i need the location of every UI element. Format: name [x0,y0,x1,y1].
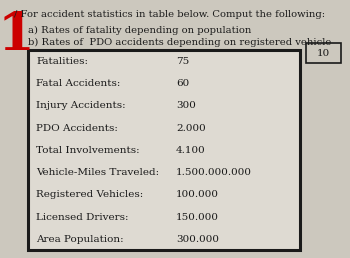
Text: b) Rates of  PDO accidents depending on registered vehicle: b) Rates of PDO accidents depending on r… [28,38,331,47]
Text: / For accident statistics in table below. Comput the following:: / For accident statistics in table below… [14,10,325,19]
Text: Fatal Accidents:: Fatal Accidents: [36,79,120,88]
Bar [306,43,341,63]
Text: Licensed Drivers:: Licensed Drivers: [36,213,128,222]
Text: 75: 75 [176,57,189,66]
Text: Vehicle-Miles Traveled:: Vehicle-Miles Traveled: [36,168,159,177]
Text: 300.000: 300.000 [176,235,219,244]
Text: 300: 300 [176,101,196,110]
Bar [28,50,300,250]
Text: 60: 60 [176,79,189,88]
Text: 10: 10 [317,49,330,58]
Text: 2.000: 2.000 [176,124,206,133]
Text: 1: 1 [0,10,35,61]
Text: 4.100: 4.100 [176,146,206,155]
Text: Fatalities:: Fatalities: [36,57,88,66]
Text: Registered Vehicles:: Registered Vehicles: [36,190,143,199]
Text: Area Population:: Area Population: [36,235,124,244]
Text: 150.000: 150.000 [176,213,219,222]
Text: 100.000: 100.000 [176,190,219,199]
Text: Injury Accidents:: Injury Accidents: [36,101,126,110]
Text: a) Rates of fatality depending on population: a) Rates of fatality depending on popula… [28,26,251,35]
Text: 1.500.000.000: 1.500.000.000 [176,168,252,177]
Text: PDO Accidents:: PDO Accidents: [36,124,118,133]
Text: Total Involvements:: Total Involvements: [36,146,140,155]
